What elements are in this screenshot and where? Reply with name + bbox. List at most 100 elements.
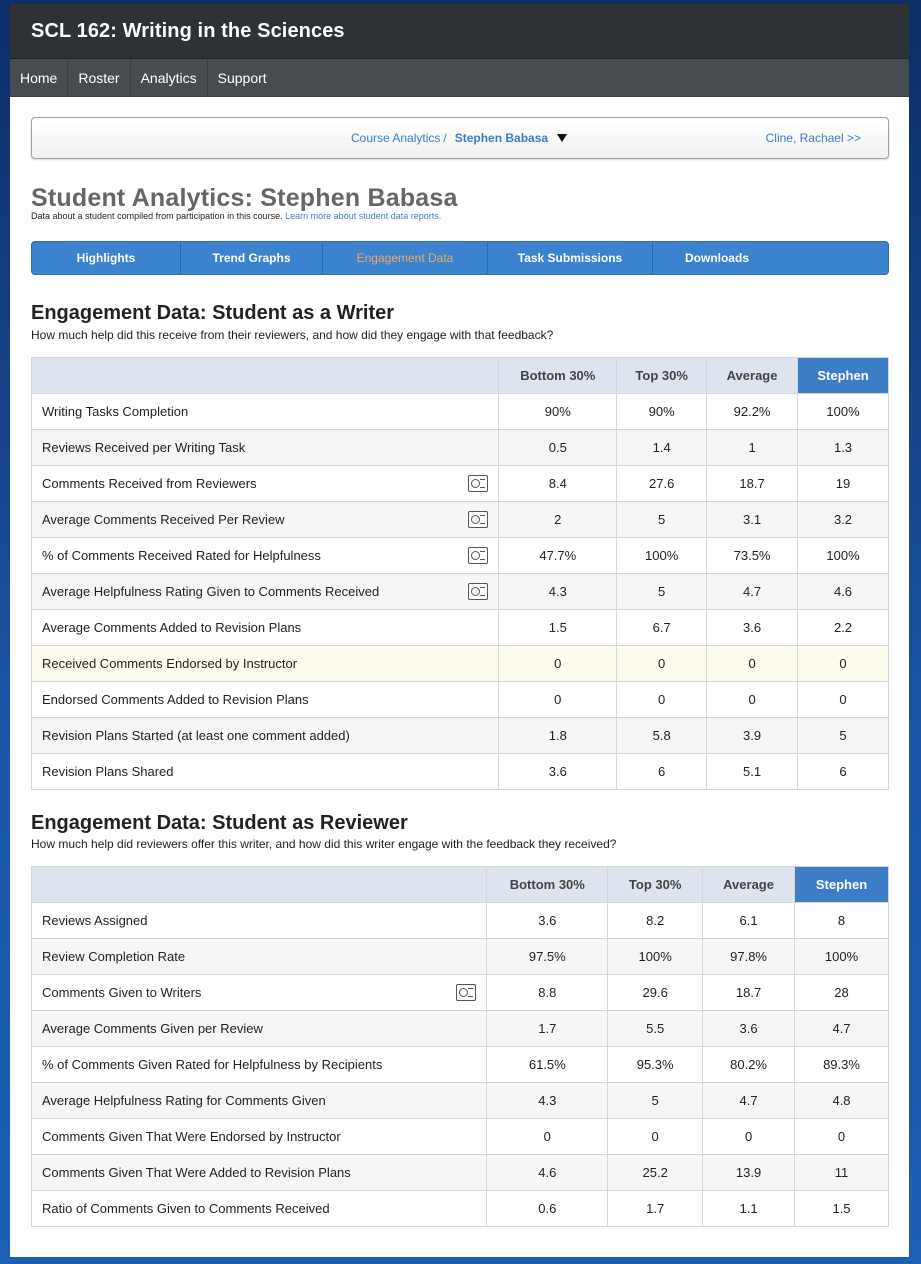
table-header-row: Bottom 30% Top 30% Average Stephen bbox=[30, 866, 889, 903]
row-label-text: Comments Given That Were Endorsed by Ins… bbox=[42, 1129, 341, 1144]
next-student-link[interactable]: Cline, Rachael >> bbox=[765, 131, 861, 145]
row-label: Endorsed Comments Added to Revision Plan… bbox=[30, 681, 500, 718]
table-cell: 100% bbox=[794, 938, 889, 975]
caret-down-icon[interactable] bbox=[557, 134, 568, 142]
reviewer-engagement-table: Bottom 30% Top 30% Average Stephen Revie… bbox=[30, 866, 889, 1227]
table-cell: 1.1 bbox=[702, 1190, 796, 1227]
table-cell: 0 bbox=[498, 681, 618, 718]
table-cell: 80.2% bbox=[702, 1046, 796, 1083]
table-row: Review Completion Rate 97.5% 100% 97.8% 100% bbox=[30, 938, 889, 975]
row-label: Reviews Received per Writing Task bbox=[30, 429, 500, 466]
row-label-text: Average Comments Received Per Review bbox=[42, 512, 285, 527]
writer-engagement-table: Bottom 30% Top 30% Average Stephen Writi… bbox=[30, 357, 889, 790]
table-row: Endorsed Comments Added to Revision Plan… bbox=[30, 681, 889, 718]
writer-section-subtitle: How much help did this receive from thei… bbox=[31, 328, 554, 342]
table-row: Reviews Received per Writing Task 0.5 1.4 1… bbox=[30, 429, 889, 466]
student-selector[interactable]: Stephen Babasa bbox=[454, 131, 549, 145]
table-cell: 0 bbox=[702, 1118, 796, 1155]
row-label-text: Reviews Received per Writing Task bbox=[42, 440, 246, 455]
row-label: Ratio of Comments Given to Comments Rece… bbox=[30, 1190, 488, 1227]
row-label: Revision Plans Shared bbox=[30, 753, 500, 790]
table-cell: 0 bbox=[794, 1118, 889, 1155]
row-label-text: Average Helpfulness Rating for Comments … bbox=[42, 1093, 326, 1108]
row-label-text: Writing Tasks Completion bbox=[42, 404, 189, 419]
row-label: Comments Given to Writers bbox=[30, 974, 488, 1011]
table-cell: 5.8 bbox=[616, 717, 708, 754]
table-cell: 3.6 bbox=[498, 753, 618, 790]
nav-analytics[interactable]: Analytics bbox=[131, 59, 208, 96]
breadcrumb-course-analytics[interactable]: Course Analytics bbox=[351, 131, 441, 145]
writer-section-title: Engagement Data: Student as a Writer bbox=[31, 302, 395, 324]
table-cell: 3.1 bbox=[706, 501, 799, 538]
table-cell: 5 bbox=[607, 1082, 704, 1119]
table-cell: 90% bbox=[498, 393, 618, 430]
table-cell: 18.7 bbox=[706, 465, 799, 502]
app-window: SCL 162: Writing in the Sciences Home Ro… bbox=[10, 4, 909, 1257]
table-cell: 8 bbox=[794, 902, 889, 939]
table-cell: 28 bbox=[794, 974, 889, 1011]
tab-task-submissions[interactable]: Task Submissions bbox=[488, 242, 653, 274]
table-row: Ratio of Comments Given to Comments Rece… bbox=[30, 1190, 889, 1227]
table-row: Average Helpfulness Rating for Comments … bbox=[30, 1082, 889, 1119]
table-row: Average Helpfulness Rating Given to Comm… bbox=[30, 573, 889, 610]
table-cell: 100% bbox=[797, 393, 889, 430]
chart-icon[interactable] bbox=[468, 475, 489, 492]
table-cell: 0.5 bbox=[498, 429, 618, 466]
nav-roster[interactable]: Roster bbox=[68, 59, 131, 96]
table-cell: 4.7 bbox=[702, 1082, 796, 1119]
table-cell: 0 bbox=[706, 645, 799, 682]
breadcrumb: Course Analytics / Stephen Babasa Cline,… bbox=[31, 117, 889, 159]
chart-icon[interactable] bbox=[468, 547, 489, 564]
table-cell: 4.7 bbox=[794, 1010, 889, 1047]
table-cell: 0 bbox=[797, 681, 889, 718]
page-subtitle: Data about a student compiled from parti… bbox=[31, 211, 441, 221]
tab-engagement-data[interactable]: Engagement Data bbox=[323, 242, 488, 274]
reviewer-section-subtitle: How much help did reviewers offer this w… bbox=[31, 837, 617, 851]
header-metric bbox=[30, 357, 500, 394]
table-cell: 3.6 bbox=[486, 902, 609, 939]
tab-downloads[interactable]: Downloads bbox=[684, 251, 749, 265]
row-label: Review Completion Rate bbox=[30, 938, 488, 975]
header-average: Average bbox=[702, 866, 796, 903]
table-cell: 1.5 bbox=[794, 1190, 889, 1227]
table-cell: 1.7 bbox=[486, 1010, 609, 1047]
row-label-text: Review Completion Rate bbox=[42, 949, 186, 964]
row-label: Received Comments Endorsed by Instructor bbox=[30, 645, 500, 682]
learn-more-link[interactable]: Learn more about student data reports. bbox=[285, 211, 442, 221]
table-cell: 0 bbox=[797, 645, 889, 682]
header-bottom-30: Bottom 30% bbox=[498, 357, 618, 394]
chart-icon[interactable] bbox=[468, 583, 489, 600]
breadcrumb-separator: / bbox=[443, 131, 447, 145]
table-row: Average Comments Given per Review 1.7 5.5 3… bbox=[30, 1010, 889, 1047]
tab-trend-graphs[interactable]: Trend Graphs bbox=[181, 242, 323, 274]
table-cell: 11 bbox=[794, 1154, 889, 1191]
table-row: Comments Received from Reviewers 8.4 27.6 1… bbox=[30, 465, 889, 502]
chart-icon[interactable] bbox=[456, 984, 477, 1001]
app-header: SCL 162: Writing in the Sciences bbox=[10, 4, 909, 59]
chart-icon[interactable] bbox=[468, 511, 489, 528]
table-cell: 100% bbox=[607, 938, 704, 975]
row-label: Average Helpfulness Rating Given to Comm… bbox=[30, 573, 500, 610]
nav-support[interactable]: Support bbox=[217, 69, 267, 86]
table-cell: 13.9 bbox=[702, 1154, 796, 1191]
table-row: Reviews Assigned 3.6 8.2 6.1 8 bbox=[30, 902, 889, 939]
table-cell: 97.5% bbox=[486, 938, 609, 975]
tab-highlights[interactable]: Highlights bbox=[32, 242, 181, 274]
table-cell: 5.1 bbox=[706, 753, 799, 790]
table-cell: 8.2 bbox=[607, 902, 704, 939]
row-label-text: Reviews Assigned bbox=[42, 913, 148, 928]
row-label: Writing Tasks Completion bbox=[30, 393, 500, 430]
table-cell: 1.3 bbox=[797, 429, 889, 466]
table-row: Comments Given That Were Added to Revisi… bbox=[30, 1154, 889, 1191]
header-average: Average bbox=[706, 357, 799, 394]
row-label: Average Comments Given per Review bbox=[30, 1010, 488, 1047]
nav-home[interactable]: Home bbox=[10, 59, 69, 96]
table-cell: 6.7 bbox=[616, 609, 708, 646]
table-cell: 1.5 bbox=[498, 609, 618, 646]
course-title: SCL 162: Writing in the Sciences bbox=[31, 19, 345, 42]
table-row: Average Comments Received Per Review 2 5 3.… bbox=[30, 501, 889, 538]
table-cell: 0 bbox=[607, 1118, 704, 1155]
row-label-text: Average Helpfulness Rating Given to Comm… bbox=[42, 584, 380, 599]
table-cell: 5 bbox=[616, 501, 708, 538]
header-student: Stephen bbox=[794, 866, 889, 903]
